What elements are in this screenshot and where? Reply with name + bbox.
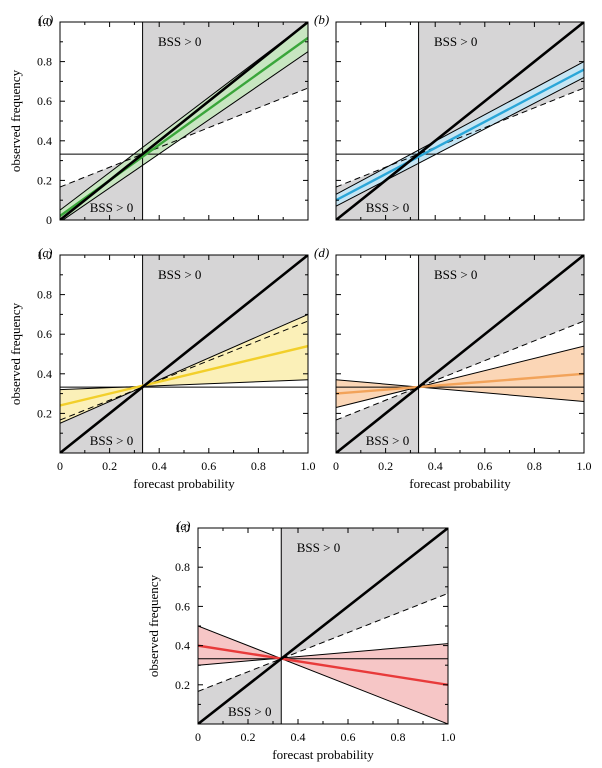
band-lower-edge xyxy=(62,51,308,220)
x-tick-label: 0.8 xyxy=(391,730,406,744)
reliability-fit-line xyxy=(336,68,584,202)
x-tick-label: 0.2 xyxy=(378,459,393,473)
y-tick-label: 0.4 xyxy=(37,367,52,381)
y-tick-label: 1.0 xyxy=(175,521,190,535)
panel-label: (d) xyxy=(314,245,329,260)
x-tick-label: 0.6 xyxy=(341,730,356,744)
y-tick-label: 0.4 xyxy=(37,134,52,148)
y-tick-label: 0.8 xyxy=(175,560,190,574)
panel-2: 0 0.2 0.4 0.6 0.8 1.0 0.2 0.4 0.6 0.8 1.0 forecast … xyxy=(8,245,316,491)
y-tick-label: 0.8 xyxy=(37,55,52,69)
bss-label-upper: BSS > 0 xyxy=(434,267,477,282)
no-skill-line xyxy=(336,320,584,421)
bss-label-upper: BSS > 0 xyxy=(158,34,201,49)
x-tick-label: 0.6 xyxy=(477,459,492,473)
y-tick-label: 0.2 xyxy=(37,406,52,420)
no-skill-line xyxy=(60,320,308,421)
plot-area xyxy=(198,528,448,724)
panel-label: (c) xyxy=(38,245,52,260)
y-axis-label: observed frequency xyxy=(8,302,23,405)
band-lower-edge xyxy=(198,643,448,666)
perfect-reliability-line xyxy=(60,255,308,453)
y-tick-label: 0.6 xyxy=(175,599,190,613)
no-skill-line xyxy=(336,87,584,188)
x-tick-label: 0 xyxy=(333,459,339,473)
x-tick-label: 0.4 xyxy=(428,459,443,473)
panel-label: (e) xyxy=(176,518,190,533)
x-tick-label: 0.6 xyxy=(201,459,216,473)
x-tick-label: 0.2 xyxy=(102,459,117,473)
no-skill-line xyxy=(60,87,308,188)
perfect-reliability-line xyxy=(336,255,584,453)
plot-area xyxy=(60,22,308,220)
band-upper-edge xyxy=(60,313,308,424)
bss-label-upper: BSS > 0 xyxy=(297,540,340,555)
x-tick-label: 0.4 xyxy=(291,730,306,744)
y-tick-label: 0.6 xyxy=(37,327,52,341)
x-tick-label: 0 xyxy=(195,730,201,744)
bss-label-lower: BSS > 0 xyxy=(90,200,133,215)
panel-4: 0 0.2 0.4 0.6 0.8 1.0 0.2 0.4 0.6 0.8 1.0 forecast … xyxy=(146,518,456,762)
plot-area xyxy=(60,255,308,453)
panel-0: 0 0.2 0.4 0.6 0.8 1.0 observed frequency (a) BSS… xyxy=(8,12,309,227)
panel-1: (b) BSS > 0 BSS > 0 xyxy=(314,12,585,221)
band-upper-edge xyxy=(336,61,584,195)
panel-label: (a) xyxy=(38,12,53,27)
band-lower-edge xyxy=(60,379,308,391)
y-tick-label: 0.2 xyxy=(37,173,52,187)
x-tick-label: 1.0 xyxy=(577,459,592,473)
y-axis-label: observed frequency xyxy=(146,574,161,677)
y-tick-label: 0 xyxy=(46,213,52,227)
y-tick-label: 0.8 xyxy=(37,288,52,302)
x-tick-label: 0.4 xyxy=(152,459,167,473)
plot-area xyxy=(336,255,584,453)
no-skill-line xyxy=(198,592,448,692)
x-tick-label: 1.0 xyxy=(441,730,456,744)
y-tick-label: 0.6 xyxy=(37,94,52,108)
band-upper-edge xyxy=(198,625,448,724)
bss-label-lower: BSS > 0 xyxy=(366,200,409,215)
bss-label-lower: BSS > 0 xyxy=(366,433,409,448)
x-tick-label: 1.0 xyxy=(301,459,316,473)
band-lower-edge xyxy=(336,379,584,403)
y-tick-label: 0.4 xyxy=(175,639,190,653)
band-upper-edge xyxy=(336,345,584,408)
bss-label-lower: BSS > 0 xyxy=(228,704,271,719)
reliability-fit-line xyxy=(198,644,448,686)
x-axis-label: forecast probability xyxy=(272,747,374,762)
perfect-reliability-line xyxy=(60,22,308,220)
bss-label-lower: BSS > 0 xyxy=(90,433,133,448)
y-tick-label: 1.0 xyxy=(37,248,52,262)
y-axis-label: observed frequency xyxy=(8,69,23,172)
bss-label-upper: BSS > 0 xyxy=(158,267,201,282)
x-axis-label: forecast probability xyxy=(133,476,235,491)
plot-area xyxy=(336,22,584,220)
x-tick-label: 0.2 xyxy=(241,730,256,744)
x-tick-label: 0.8 xyxy=(527,459,542,473)
x-tick-label: 0 xyxy=(57,459,63,473)
y-tick-label: 0.2 xyxy=(175,678,190,692)
y-tick-label: 1.0 xyxy=(37,15,52,29)
bss-label-upper: BSS > 0 xyxy=(434,34,477,49)
band-lower-edge xyxy=(336,76,584,207)
x-axis-label: forecast probability xyxy=(409,476,511,491)
panel-3: 0 0.2 0.4 0.6 0.8 1.0 forecast probability (d) B… xyxy=(314,245,592,491)
reliability-fit-line xyxy=(60,344,308,407)
reliability-fit-line xyxy=(336,372,584,395)
perfect-reliability-line xyxy=(198,528,448,724)
x-tick-label: 0.8 xyxy=(251,459,266,473)
perfect-reliability-line xyxy=(336,22,584,220)
panel-label: (b) xyxy=(314,12,329,27)
